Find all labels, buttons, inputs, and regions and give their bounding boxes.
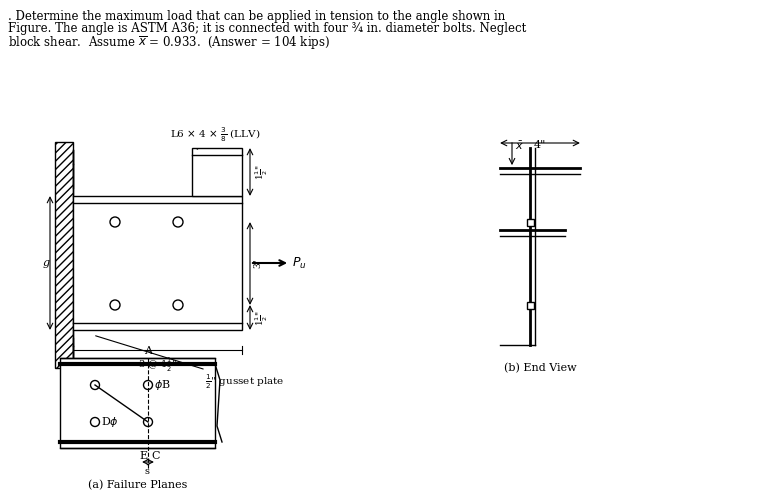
Text: (a) Failure Planes: (a) Failure Planes <box>88 480 187 490</box>
Bar <box>55 142 73 368</box>
Text: $\phi$B: $\phi$B <box>154 378 171 392</box>
Bar <box>60 358 215 448</box>
Text: (b) End View: (b) End View <box>504 363 576 373</box>
Text: 1$\frac{1}{2}$": 1$\frac{1}{2}$" <box>253 310 269 326</box>
Text: s: s <box>144 467 150 476</box>
Text: 1$\frac{1}{2}$": 1$\frac{1}{2}$" <box>253 164 269 180</box>
Text: L6 $\times$ 4 $\times$ $\frac{3}{8}$ (LLV): L6 $\times$ 4 $\times$ $\frac{3}{8}$ (LL… <box>170 126 260 149</box>
Bar <box>73 196 242 330</box>
Text: g: g <box>43 258 50 268</box>
Text: block shear.  Assume $\overline{x}$ = 0.933.  (Answer = 104 kips): block shear. Assume $\overline{x}$ = 0.9… <box>8 34 330 51</box>
Text: $P_u$: $P_u$ <box>292 256 307 271</box>
Text: 3 @ 1$\frac{1}{2}$": 3 @ 1$\frac{1}{2}$" <box>138 356 177 374</box>
Text: 3": 3" <box>253 259 262 269</box>
Text: D$\phi$: D$\phi$ <box>101 415 119 429</box>
Text: 4": 4" <box>534 140 546 150</box>
Text: Figure. The angle is ASTM A36; it is connected with four ¾ in. diameter bolts. N: Figure. The angle is ASTM A36; it is con… <box>8 22 526 35</box>
Text: E: E <box>139 451 147 461</box>
Text: C: C <box>151 451 159 461</box>
Text: A: A <box>144 346 152 356</box>
Text: . Determine the maximum load that can be applied in tension to the angle shown i: . Determine the maximum load that can be… <box>8 10 505 23</box>
Bar <box>526 218 533 225</box>
Text: $\frac{1}{2}$" gusset plate: $\frac{1}{2}$" gusset plate <box>95 336 285 391</box>
Bar <box>526 302 533 309</box>
Bar <box>192 148 242 196</box>
Text: $\bar{x}$: $\bar{x}$ <box>515 140 524 152</box>
